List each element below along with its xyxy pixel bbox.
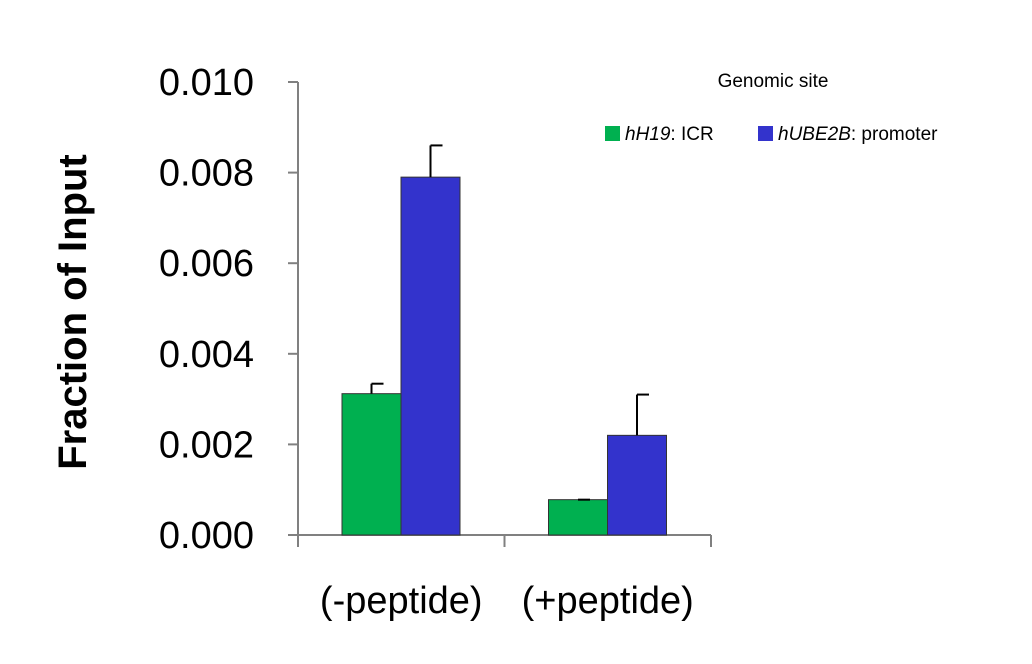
legend-title: Genomic site <box>718 71 829 92</box>
legend: Genomic site hH19: ICR hUBE2B: promoter <box>605 71 938 145</box>
y-tick-label: 0.008 <box>159 153 254 195</box>
y-ticks: 0.000 0.002 0.004 0.006 0.008 0.010 <box>159 62 298 557</box>
bar <box>607 434 667 536</box>
bars <box>341 144 667 536</box>
bar <box>548 499 608 536</box>
bar <box>400 176 461 536</box>
bar <box>341 393 402 536</box>
y-tick-label: 0.002 <box>159 424 254 466</box>
y-tick-label: 0.010 <box>159 62 254 104</box>
y-tick-label: 0.004 <box>159 334 254 376</box>
legend-label: hH19: ICR <box>625 124 714 145</box>
y-axis-label: Fraction of Input <box>51 154 95 470</box>
x-tick-label: (+peptide) <box>522 580 694 622</box>
legend-swatch <box>605 126 620 141</box>
x-tick-label: (-peptide) <box>320 580 483 622</box>
y-tick-label: 0.000 <box>159 515 254 557</box>
legend-swatch <box>758 126 773 141</box>
y-tick-label: 0.006 <box>159 243 254 285</box>
x-ticks: (-peptide) (+peptide) <box>320 580 694 622</box>
legend-label: hUBE2B: promoter <box>778 124 938 145</box>
